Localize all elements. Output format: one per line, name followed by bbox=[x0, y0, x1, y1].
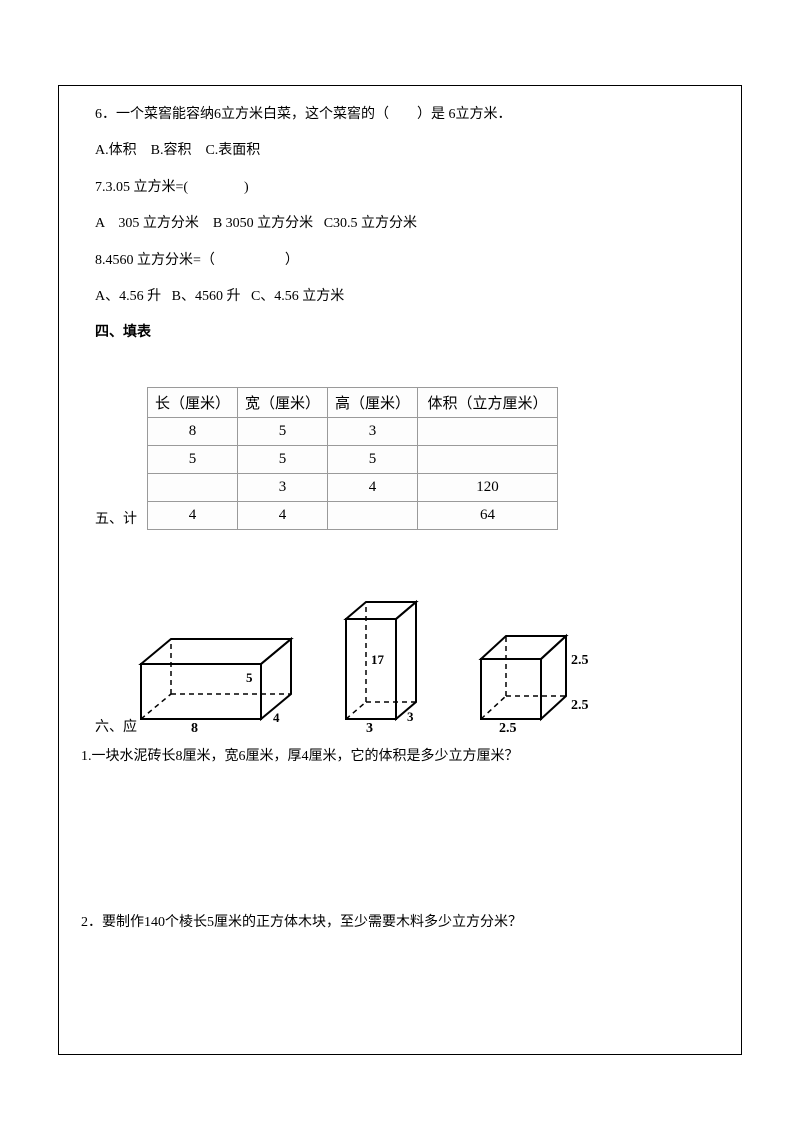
dim-d: 4 bbox=[273, 710, 280, 725]
dim-h: 2.5 bbox=[571, 653, 589, 668]
cell: 5 bbox=[148, 445, 238, 473]
cell: 3 bbox=[328, 417, 418, 445]
q7-opt-a: A 305 立方分米 bbox=[95, 216, 199, 231]
table-row: 4 4 64 bbox=[148, 501, 558, 529]
app-q1: 1.一块水泥砖长8厘米，宽6厘米，厚4厘米，它的体积是多少立方厘米？ bbox=[81, 746, 719, 768]
section-4-title: 四、填表 bbox=[81, 322, 719, 344]
cell: 120 bbox=[418, 473, 558, 501]
dim-w: 2.5 bbox=[499, 721, 517, 734]
fill-table: 长（厘米） 宽（厘米） 高（厘米） 体积（立方厘米） 8 5 3 5 bbox=[147, 387, 558, 530]
cuboid-1: 5 4 8 bbox=[131, 624, 301, 734]
page-frame: 6．一个菜窖能容纳6立方米白菜，这个菜窖的（ ）是 6立方米． A.体积 B.容… bbox=[58, 85, 742, 1055]
table-row: 5 5 5 bbox=[148, 445, 558, 473]
th-width: 宽（厘米） bbox=[238, 387, 328, 417]
cell: 5 bbox=[238, 445, 328, 473]
q7-stem: 7.3.05 立方米=( ) bbox=[81, 177, 719, 199]
th-length: 长（厘米） bbox=[148, 387, 238, 417]
table-row: 3 4 120 bbox=[148, 473, 558, 501]
cell: 64 bbox=[418, 501, 558, 529]
dim-d: 3 bbox=[407, 709, 414, 724]
table-header-row: 长（厘米） 宽（厘米） 高（厘米） 体积（立方厘米） bbox=[148, 387, 558, 417]
cell: 5 bbox=[328, 445, 418, 473]
q6-opt-c: C.表面积 bbox=[205, 143, 260, 158]
q6-options: A.体积 B.容积 C.表面积 bbox=[81, 140, 719, 162]
cell bbox=[148, 473, 238, 501]
q7-options: A 305 立方分米 B 3050 立方分米 C30.5 立方分米 bbox=[81, 213, 719, 235]
q8-stem: 8.4560 立方分米=（ ） bbox=[81, 250, 719, 272]
cell: 4 bbox=[238, 501, 328, 529]
cube-3: 2.5 2.5 2.5 bbox=[471, 624, 611, 734]
cell: 3 bbox=[238, 473, 328, 501]
q7-opt-b: B 3050 立方分米 bbox=[213, 216, 313, 231]
cell bbox=[328, 501, 418, 529]
q6-opt-b: B.容积 bbox=[151, 143, 192, 158]
dim-h: 5 bbox=[246, 670, 253, 685]
table-row: 8 5 3 bbox=[148, 417, 558, 445]
q6-opt-a: A.体积 bbox=[95, 143, 137, 158]
dim-w: 3 bbox=[366, 721, 373, 734]
th-volume: 体积（立方厘米） bbox=[418, 387, 558, 417]
cell bbox=[418, 417, 558, 445]
q8-options: A、4.56 升 B、4560 升 C、4.56 立方米 bbox=[81, 286, 719, 308]
dim-w: 8 bbox=[191, 721, 198, 734]
diagrams-row: 5 4 8 17 3 3 bbox=[131, 594, 719, 734]
app-q2: 2．要制作140个棱长5厘米的正方体木块，至少需要木料多少立方分米？ bbox=[81, 912, 719, 934]
q7-opt-c: C30.5 立方分米 bbox=[324, 216, 417, 231]
cell: 5 bbox=[238, 417, 328, 445]
q6-stem: 6．一个菜窖能容纳6立方米白菜，这个菜窖的（ ）是 6立方米． bbox=[81, 104, 719, 126]
q8-opt-a: A、4.56 升 bbox=[95, 289, 161, 304]
th-height: 高（厘米） bbox=[328, 387, 418, 417]
table-body: 8 5 3 5 5 5 3 4 120 bbox=[148, 417, 558, 529]
q8-opt-c: C、4.56 立方米 bbox=[251, 289, 344, 304]
section-5-title: 五、计 bbox=[81, 508, 137, 534]
section-6-title: 六、应 bbox=[81, 716, 137, 736]
cell: 4 bbox=[148, 501, 238, 529]
cell bbox=[418, 445, 558, 473]
dim-h: 17 bbox=[371, 652, 385, 667]
cuboid-2: 17 3 3 bbox=[331, 594, 441, 734]
dim-d: 2.5 bbox=[571, 698, 589, 713]
q8-opt-b: B、4560 升 bbox=[172, 289, 241, 304]
cell: 4 bbox=[328, 473, 418, 501]
cell: 8 bbox=[148, 417, 238, 445]
